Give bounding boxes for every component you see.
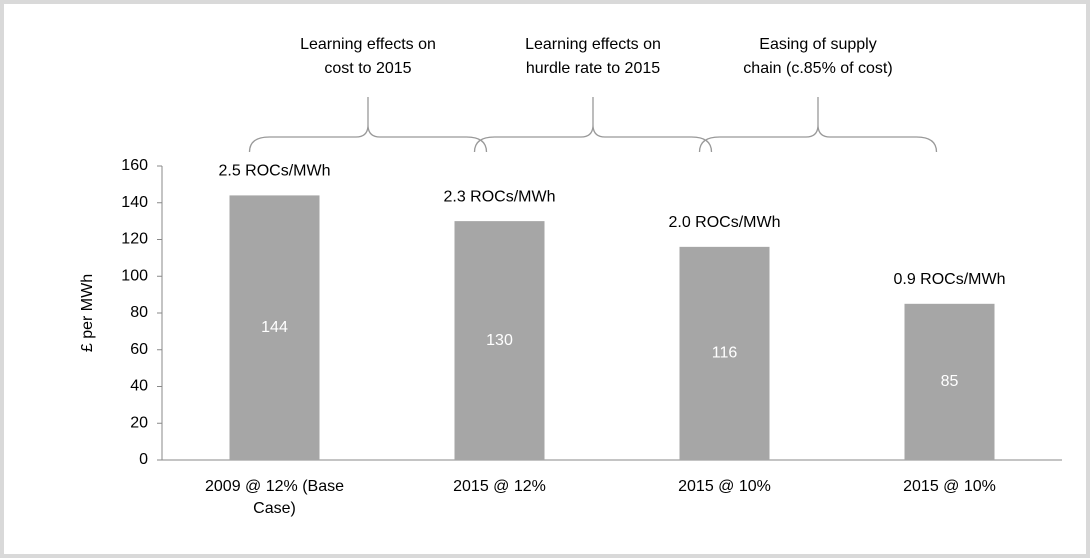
y-tick-label: 160 — [121, 157, 148, 174]
bar — [229, 195, 320, 460]
x-tick-label: 2015 @ 10% — [903, 478, 996, 495]
y-tick-label: 80 — [130, 304, 148, 321]
brace-annotation: Learning effects on — [525, 36, 661, 53]
x-tick-label: 2015 @ 10% — [678, 478, 771, 495]
bar — [679, 246, 770, 460]
brace-annotation: Easing of supply — [759, 36, 876, 53]
bar-annotation: 2.5 ROCs/MWh — [218, 163, 330, 180]
brace — [248, 97, 488, 153]
value-label: 130 — [486, 332, 513, 349]
x-tick-label: 2009 @ 12% (Base Case) — [205, 478, 344, 517]
line: 2009 @ 12% (Base — [205, 478, 344, 495]
bar — [904, 303, 995, 460]
brace-annotation: cost to 2015 — [324, 60, 411, 77]
x-tick-label: 2015 @ 12% — [453, 478, 546, 495]
y-tick-label: 60 — [130, 341, 148, 358]
bar — [454, 221, 545, 460]
y-tick-label: 40 — [130, 378, 148, 395]
y-tick-label: 20 — [130, 414, 148, 431]
brace-annotation: hurdle rate to 2015 — [526, 60, 660, 77]
line: 2015 @ 12% — [453, 478, 546, 495]
line: Case) — [253, 500, 296, 517]
bar-annotation: 0.9 ROCs/MWh — [893, 271, 1005, 288]
value-label: 144 — [261, 319, 288, 336]
y-axis-label: £ per MWh — [79, 274, 96, 352]
value-label: 116 — [712, 345, 738, 362]
brace — [473, 97, 713, 153]
brace-annotation: chain (c.85% of cost) — [743, 60, 892, 77]
line: 2015 @ 10% — [678, 478, 771, 495]
bar-annotation: 2.0 ROCs/MWh — [668, 214, 780, 231]
brace-annotation: Learning effects on — [300, 36, 436, 53]
y-tick-label: 140 — [121, 194, 148, 211]
line: 2015 @ 10% — [903, 478, 996, 495]
y-tick-label: 0 — [139, 451, 148, 468]
brace — [698, 97, 938, 153]
bar-annotation: 2.3 ROCs/MWh — [443, 188, 555, 205]
y-tick-label: 100 — [121, 267, 148, 284]
value-label: 85 — [941, 373, 959, 390]
y-tick-label: 120 — [121, 231, 148, 248]
